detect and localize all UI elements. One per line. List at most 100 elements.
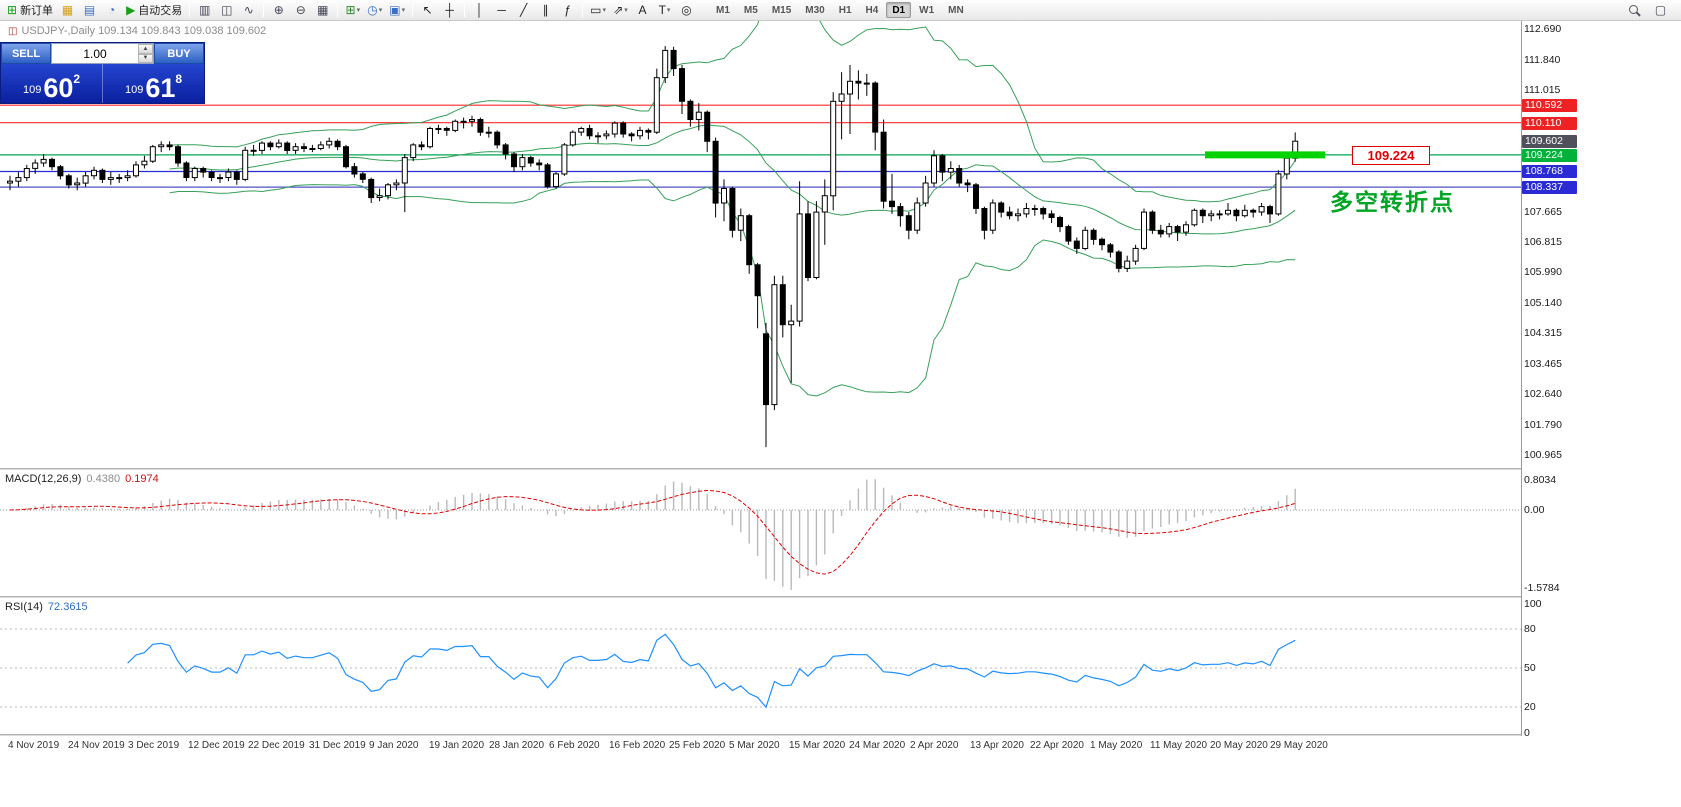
arrows-icon[interactable]: ⇗ ▾ [610, 1, 631, 19]
new-chart-icon[interactable]: ⊞ ▾ [342, 1, 363, 19]
zoom-out-icon[interactable]: ⊖ [290, 1, 311, 19]
text-label-icon[interactable]: T ▾ [654, 1, 675, 19]
timeframe-w1[interactable]: W1 [919, 4, 935, 16]
macd-axis-label: -1.5784 [1524, 582, 1560, 594]
channel-icon: ∥ [542, 3, 549, 17]
dropdown-caret-icon[interactable]: ▾ [378, 7, 383, 14]
date-axis-label: 19 Jan 2020 [429, 740, 485, 751]
price-axis-label: 100.965 [1524, 449, 1562, 461]
cursor-icon[interactable]: ↖ [417, 1, 438, 19]
candlestick-chart-icon[interactable]: ◫ [216, 1, 237, 19]
macd-axis-label: 0.8034 [1524, 474, 1557, 486]
timeframe-m1[interactable]: M1 [716, 4, 730, 16]
dropdown-caret-icon[interactable]: ▾ [666, 7, 671, 14]
timeframe-d1[interactable]: D1 [886, 2, 912, 18]
tile-windows-icon[interactable]: ▦ [312, 1, 333, 19]
rsi-axis-label: 80 [1524, 623, 1536, 635]
template-icon[interactable]: ▣ ▾ [386, 1, 408, 19]
new-order-button[interactable]: ⊞ 新订单 [4, 1, 56, 19]
new-order-button-label: 新订单 [20, 5, 54, 17]
price-axis-label: 107.665 [1524, 206, 1562, 218]
date-axis-label: 2 Apr 2020 [910, 740, 959, 751]
date-axis-label: 12 Dec 2019 [188, 740, 245, 751]
timeframe-mn[interactable]: MN [948, 4, 964, 16]
date-axis-label: 29 May 2020 [1270, 740, 1328, 751]
market-watch-icon[interactable]: ▤ [79, 1, 100, 19]
rsi-canvas[interactable] [0, 598, 1521, 734]
zoom-in-icon[interactable]: ⊕ [268, 1, 289, 19]
price-callout[interactable]: 109.224 [1352, 146, 1430, 165]
panel-separator[interactable] [0, 734, 1580, 736]
workspace-icon[interactable]: ▢ [1650, 1, 1671, 19]
data-window-icon[interactable]: ◔ [101, 1, 122, 19]
text-icon[interactable]: A [632, 1, 653, 19]
line-chart-icon: ∿ [243, 3, 254, 17]
text-label-icon: T [658, 3, 666, 17]
price-axis-label: 109.224 [1522, 149, 1577, 162]
horizontal-line-icon[interactable]: ─ [491, 1, 512, 19]
buy-price-sup: 8 [175, 72, 183, 86]
market-watch-icon: ▤ [83, 3, 96, 17]
volume-up-icon[interactable]: ▲ [138, 44, 153, 54]
sell-price[interactable]: 109 60 2 [1, 64, 102, 103]
auto-trading-button[interactable]: ▶ 自动交易 [123, 1, 185, 19]
cycle-lines-icon[interactable]: ◎ [676, 1, 697, 19]
rsi-label: RSI(14) 72.3615 [5, 601, 88, 613]
rsi-name: RSI(14) [5, 601, 43, 613]
timeframe-m30[interactable]: M30 [805, 4, 825, 16]
price-axis-label: 109.602 [1522, 135, 1577, 148]
volume-control: ▲ ▼ [51, 43, 154, 64]
buy-price[interactable]: 109 61 8 [103, 64, 204, 103]
auto-trading-button-label: 自动交易 [138, 5, 183, 17]
sell-button[interactable]: SELL [1, 43, 51, 64]
date-axis-label: 31 Dec 2019 [309, 740, 366, 751]
macd-canvas[interactable] [0, 470, 1521, 596]
dropdown-caret-icon[interactable]: ▾ [401, 7, 406, 14]
date-axis-label: 11 May 2020 [1150, 740, 1208, 751]
profiles-icon[interactable]: ▦ [57, 1, 78, 19]
panel-separator[interactable] [0, 596, 1580, 598]
period-icon[interactable]: ◷ ▾ [364, 1, 385, 19]
crosshair-icon[interactable]: ┼ [439, 1, 460, 19]
search-icon[interactable] [1623, 1, 1644, 19]
date-axis-label: 1 May 2020 [1090, 740, 1143, 751]
price-axis-label: 111.840 [1524, 54, 1561, 66]
price-axis-label: 103.465 [1524, 358, 1562, 370]
rsi-axis[interactable]: 100 80 50 20 0 [1522, 598, 1580, 739]
dropdown-caret-icon[interactable]: ▾ [602, 7, 607, 14]
volume-down-icon[interactable]: ▼ [138, 53, 153, 63]
tile-windows-icon: ▦ [317, 3, 329, 17]
bar-chart-icon[interactable]: ▥ [194, 1, 215, 19]
dropdown-caret-icon[interactable]: ▾ [624, 7, 628, 14]
trendline-icon[interactable]: ╱ [513, 1, 534, 19]
date-axis[interactable]: 4 Nov 2019 24 Nov 2019 3 Dec 2019 12 Dec 20… [0, 737, 1521, 755]
line-chart-icon[interactable]: ∿ [238, 1, 259, 19]
buy-price-prefix: 109 [124, 84, 144, 96]
price-chart-canvas[interactable] [0, 21, 1521, 468]
workspace-icon: ▢ [1654, 3, 1667, 17]
timeframe-m15[interactable]: M15 [771, 4, 792, 16]
text-icon: A [638, 3, 647, 17]
dropdown-caret-icon[interactable]: ▾ [356, 7, 361, 14]
annotation-text[interactable]: 多空转折点 [1330, 189, 1455, 215]
date-axis-label: 22 Apr 2020 [1030, 740, 1084, 751]
toolbar-separator [464, 3, 466, 17]
panel-separator[interactable] [0, 468, 1580, 470]
price-axis-label: 106.815 [1524, 236, 1562, 248]
fibonacci-icon[interactable]: ƒ [557, 1, 578, 19]
timeframe-m5[interactable]: M5 [743, 4, 758, 16]
vertical-line-icon[interactable]: │ [469, 1, 490, 19]
buy-price-big: 61 [145, 73, 176, 104]
timeframe-h1[interactable]: H1 [838, 4, 852, 16]
shapes-icon[interactable]: ▭ ▾ [587, 1, 609, 19]
buy-button[interactable]: BUY [154, 43, 204, 64]
timeframe-h4[interactable]: H4 [865, 4, 879, 16]
volume-input[interactable] [52, 44, 138, 63]
zoom-in-icon: ⊕ [273, 3, 284, 17]
macd-axis[interactable]: 0.8034 0.00 -1.5784 [1522, 470, 1580, 596]
macd-signal-value: 0.1974 [125, 473, 159, 485]
channel-icon[interactable]: ∥ [535, 1, 556, 19]
rsi-value: 72.3615 [47, 601, 88, 613]
date-axis-label: 24 Mar 2020 [849, 740, 906, 751]
new-order-icon: ⊞ [7, 3, 18, 17]
